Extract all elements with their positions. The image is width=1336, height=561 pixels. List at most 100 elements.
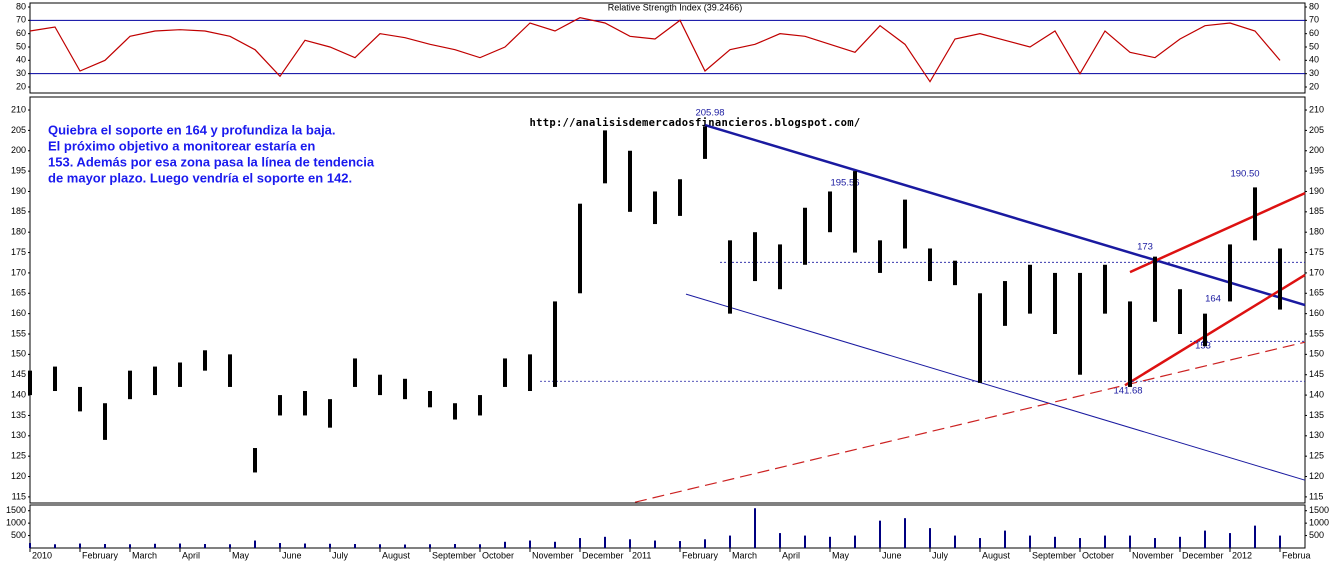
price-bar (853, 171, 857, 253)
y-tick-label: 165 (11, 288, 26, 298)
x-tick-label: December (582, 550, 624, 560)
annotation: 173 (1137, 242, 1153, 253)
trendline (704, 123, 1306, 307)
price-bar (553, 301, 557, 387)
y-tick-label: 135 (1309, 410, 1324, 420)
x-tick-label: 2010 (32, 550, 52, 560)
y-tick-label: 140 (11, 389, 26, 399)
y-tick-label: 20 (1309, 81, 1319, 91)
y-tick-label: 130 (1309, 430, 1324, 440)
volume-bar (729, 535, 731, 548)
price-bar (1078, 272, 1082, 375)
y-tick-label: 185 (1309, 206, 1324, 216)
x-tick-label: August (982, 550, 1011, 560)
price-bar (353, 358, 357, 387)
source-url: http://analisisdemercadosfinancieros.blo… (529, 117, 860, 129)
y-tick-label: 1000 (6, 518, 26, 528)
x-tick-label: Februa (1282, 550, 1311, 560)
y-tick-label: 155 (1309, 328, 1324, 338)
price-bar (1028, 264, 1032, 314)
price-bar (1228, 244, 1232, 302)
y-tick-label: 160 (1309, 308, 1324, 318)
y-tick-label: 120 (1309, 471, 1324, 481)
volume-bar (579, 538, 581, 548)
price-bar (253, 448, 257, 473)
trendline (685, 293, 1306, 481)
x-tick-label: May (832, 550, 850, 560)
volume-bar (604, 536, 606, 548)
y-tick-label: 175 (1309, 247, 1324, 257)
volume-bar (204, 544, 206, 548)
rsi-title: Relative Strength Index (39.2466) (608, 2, 743, 12)
annotation: 195.56 (830, 178, 859, 189)
y-tick-label: 125 (1309, 451, 1324, 461)
price-bar (428, 391, 432, 408)
y-tick-label: 1500 (1309, 505, 1329, 515)
price-bar (578, 203, 582, 294)
y-tick-label: 80 (1309, 1, 1319, 11)
x-tick-label: May (232, 550, 250, 560)
x-tick-label: April (182, 550, 200, 560)
volume-bar (279, 543, 281, 548)
volume-frame (29, 504, 1306, 549)
price-bar (178, 362, 182, 387)
volume-bar (1079, 538, 1081, 548)
y-tick-label: 180 (11, 227, 26, 237)
x-tick-label: November (1132, 550, 1174, 560)
volume-bar (229, 544, 231, 548)
volume-bar (679, 541, 681, 548)
x-tick-label: 2012 (1232, 550, 1252, 560)
volume-bar (179, 543, 181, 548)
note-line: El próximo objetivo a monitorear estaría… (48, 138, 315, 153)
price-bar (503, 358, 507, 387)
x-tick-label: October (482, 550, 514, 560)
y-tick-label: 200 (11, 145, 26, 155)
volume-bar (404, 544, 406, 548)
price-bar (678, 179, 682, 216)
price-bar (878, 240, 882, 273)
x-tick-label: August (382, 550, 411, 560)
x-tick-label: March (732, 550, 757, 560)
y-tick-label: 210 (11, 104, 26, 114)
x-tick-label: October (1082, 550, 1114, 560)
annotation: 205.98 (695, 108, 724, 119)
volume-bar (1029, 535, 1031, 548)
volume-bar (54, 544, 56, 548)
price-bar (478, 395, 482, 416)
annotation: 190.50 (1230, 169, 1259, 180)
annotation: 164 (1205, 294, 1221, 305)
price-bar (28, 370, 32, 396)
price-bar (1278, 248, 1282, 310)
x-tick-label: June (282, 550, 302, 560)
price-bar (778, 244, 782, 290)
rsi-line (29, 17, 1281, 83)
price-bar (128, 370, 132, 400)
price-bar (378, 374, 382, 396)
x-tick-label: December (1182, 550, 1224, 560)
volume-bar (354, 544, 356, 548)
volume-bar (954, 535, 956, 548)
y-tick-label: 190 (11, 186, 26, 196)
price-bar (403, 378, 407, 400)
y-tick-label: 120 (11, 471, 26, 481)
price-bar (303, 391, 307, 416)
price-bar (728, 240, 732, 314)
volume-bar (429, 544, 431, 548)
y-tick-label: 200 (1309, 145, 1324, 155)
volume-bar (1004, 530, 1006, 548)
y-tick-label: 150 (11, 349, 26, 359)
note-line: de mayor plazo. Luego vendría el soporte… (48, 170, 352, 185)
y-tick-label: 40 (16, 55, 26, 65)
volume-bar (979, 538, 981, 548)
y-tick-label: 1000 (1309, 518, 1329, 528)
y-tick-label: 140 (1309, 389, 1324, 399)
price-bar (1103, 264, 1107, 314)
y-tick-label: 115 (12, 491, 26, 501)
price-bar (803, 207, 807, 265)
y-tick-label: 70 (1309, 15, 1319, 25)
volume-bar (904, 518, 906, 548)
y-tick-label: 160 (11, 308, 26, 318)
price-bar (928, 248, 932, 282)
x-tick-label: November (532, 550, 574, 560)
